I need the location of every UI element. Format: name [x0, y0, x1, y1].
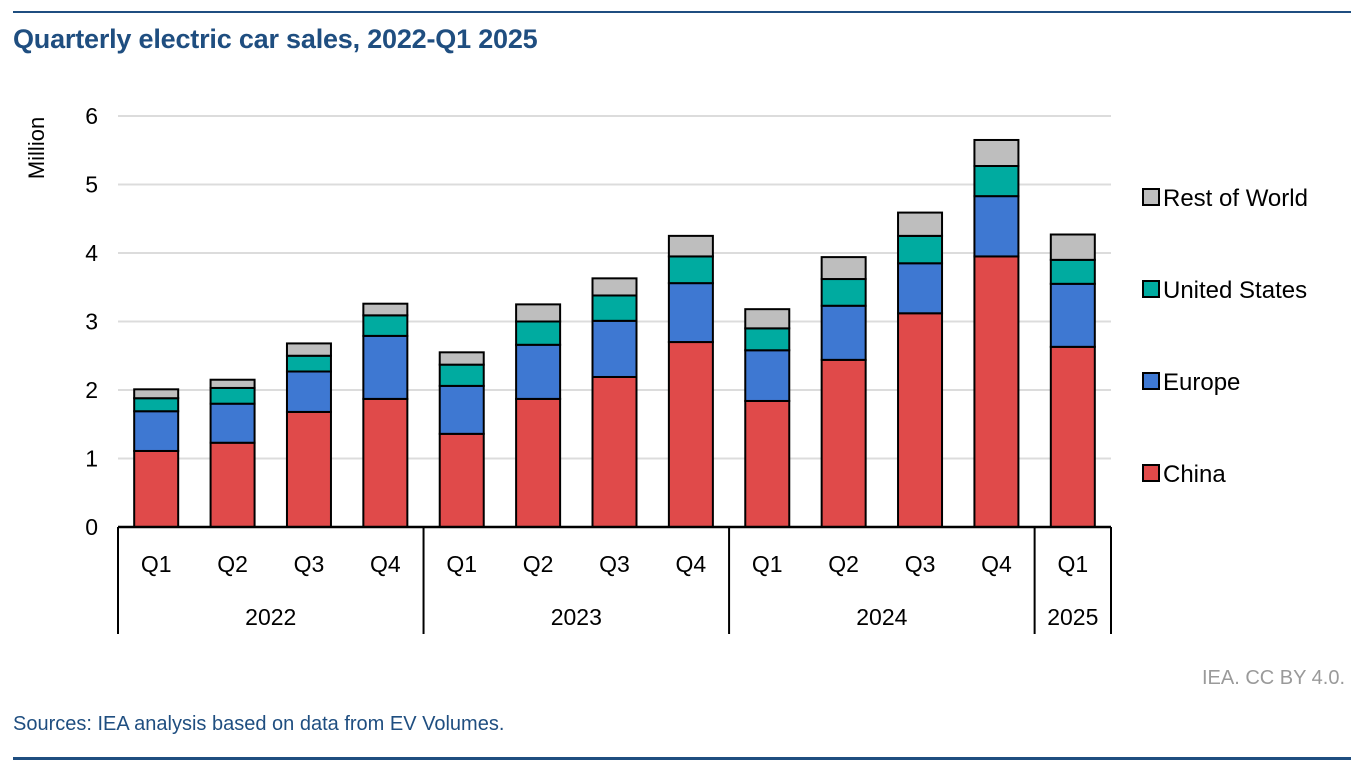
- bar-segment-europe: [744, 349, 791, 402]
- x-tick-label: Q4: [370, 551, 401, 577]
- legend-swatch: [1142, 188, 1160, 206]
- bar-segment-china: [515, 397, 562, 528]
- bar-segment-united-states: [438, 363, 485, 387]
- bar-segment-europe: [897, 262, 944, 315]
- bar-segment-europe: [515, 343, 562, 400]
- bar-segment-rest-of-world: [438, 351, 485, 366]
- legend-swatch: [1142, 280, 1160, 298]
- legend-item-europe: Europe: [1142, 369, 1240, 396]
- x-group-label: 2025: [1047, 604, 1098, 630]
- x-tick-label: Q2: [217, 551, 248, 577]
- bar-segment-europe: [1049, 282, 1096, 348]
- bar-segment-china: [973, 255, 1020, 528]
- bar-segment-rest-of-world: [133, 388, 180, 400]
- y-tick-label: 1: [85, 446, 98, 472]
- license-credit: IEA. CC BY 4.0.: [1201, 667, 1345, 689]
- bar-segment-china: [820, 358, 867, 528]
- legend-swatch: [1142, 372, 1160, 390]
- bar-segment-china: [285, 410, 332, 529]
- legend-label: Rest of World: [1163, 185, 1308, 212]
- y-axis-ticks: 0 1 2 3 4 5 6: [85, 103, 98, 540]
- bars: [133, 138, 1096, 529]
- legend: Rest of World United States Europe China: [1142, 185, 1308, 488]
- x-group-label: 2023: [551, 604, 602, 630]
- bar-segment-china: [362, 397, 409, 528]
- y-axis-label: Million: [24, 117, 49, 179]
- x-axis: Q1 Q2 Q3 Q4 Q1 Q2 Q3 Q4 Q1 Q2 Q3 Q4 Q1 2022 2023 2024 20…: [117, 525, 1112, 634]
- bar-segment-china: [897, 312, 944, 528]
- bar-segment-united-states: [1049, 258, 1096, 285]
- bar-segment-united-states: [820, 278, 867, 307]
- bar-segment-united-states: [897, 234, 944, 265]
- x-group-label: 2022: [245, 604, 296, 630]
- bar-segment-europe: [209, 402, 256, 444]
- legend-label: China: [1163, 461, 1226, 488]
- bar-segment-europe: [591, 319, 638, 378]
- bar-segment-united-states: [209, 386, 256, 405]
- bar-segment-china: [667, 341, 714, 528]
- top-rule: [13, 11, 1351, 13]
- x-tick-label: Q2: [523, 551, 554, 577]
- x-tick-label: Q3: [294, 551, 325, 577]
- x-tick-label: Q3: [905, 551, 936, 577]
- y-tick-label: 2: [85, 377, 98, 403]
- bar-segment-rest-of-world: [285, 342, 332, 357]
- chart-title: Quarterly electric car sales, 2022-Q1 20…: [13, 24, 538, 54]
- bar-segment-united-states: [133, 397, 180, 413]
- y-tick-label: 5: [85, 172, 98, 198]
- bar-segment-rest-of-world: [362, 302, 409, 317]
- bar-segment-europe: [438, 384, 485, 435]
- bar-segment-united-states: [973, 165, 1020, 198]
- bottom-rule: [13, 757, 1351, 760]
- bar-segment-china: [1049, 345, 1096, 528]
- bar-segment-united-states: [285, 354, 332, 373]
- bar-segment-united-states: [744, 327, 791, 352]
- bar-segment-china: [209, 441, 256, 528]
- bar-segment-rest-of-world: [515, 303, 562, 323]
- bar-segment-united-states: [362, 314, 409, 337]
- y-tick-label: 0: [85, 514, 98, 540]
- bar-segment-rest-of-world: [744, 308, 791, 330]
- bar-segment-europe: [285, 370, 332, 413]
- bar-segment-europe: [362, 334, 409, 400]
- x-group-label: 2024: [856, 604, 907, 630]
- legend-swatch: [1142, 464, 1160, 482]
- bar-segment-rest-of-world: [820, 256, 867, 281]
- x-tick-label: Q1: [1057, 551, 1088, 577]
- bar-segment-china: [591, 375, 638, 528]
- x-tick-label: Q1: [752, 551, 783, 577]
- legend-item-united-states: United States: [1142, 277, 1307, 304]
- bar-segment-europe: [133, 410, 180, 452]
- bar-segment-rest-of-world: [1049, 233, 1096, 261]
- bar-segment-rest-of-world: [667, 234, 714, 258]
- x-tick-label: Q3: [599, 551, 630, 577]
- bar-segment-rest-of-world: [973, 138, 1020, 168]
- bar-segment-rest-of-world: [591, 277, 638, 297]
- legend-item-china: China: [1142, 461, 1226, 488]
- bar-segment-china: [438, 432, 485, 528]
- bar-segment-united-states: [515, 320, 562, 346]
- bar-segment-europe: [820, 304, 867, 361]
- x-tick-label: Q1: [141, 551, 172, 577]
- bar-segment-europe: [973, 195, 1020, 258]
- y-tick-label: 4: [85, 240, 98, 266]
- source-note: Sources: IEA analysis based on data from…: [13, 713, 505, 735]
- bar-segment-united-states: [591, 294, 638, 322]
- bar-segment-rest-of-world: [209, 378, 256, 389]
- y-tick-label: 6: [85, 103, 98, 129]
- bar-segment-rest-of-world: [897, 211, 944, 237]
- x-tick-label: Q2: [828, 551, 859, 577]
- legend-item-rest-of-world: Rest of World: [1142, 185, 1308, 212]
- legend-label: United States: [1163, 277, 1307, 304]
- bar-segment-europe: [667, 282, 714, 344]
- x-tick-label: Q1: [446, 551, 477, 577]
- x-tick-label: Q4: [676, 551, 707, 577]
- bar-segment-china: [133, 449, 180, 528]
- legend-label: Europe: [1163, 369, 1240, 396]
- bar-segment-united-states: [667, 255, 714, 285]
- stacked-bar-chart: 0 1 2 3 4 5 6 Million Q1 Q2 Q3 Q4 Q1 Q2 Q3 Q4 Q1 Q2 Q3 Q4…: [24, 103, 1308, 634]
- bar-segment-china: [744, 399, 791, 528]
- y-tick-label: 3: [85, 309, 98, 335]
- x-tick-label: Q4: [981, 551, 1012, 577]
